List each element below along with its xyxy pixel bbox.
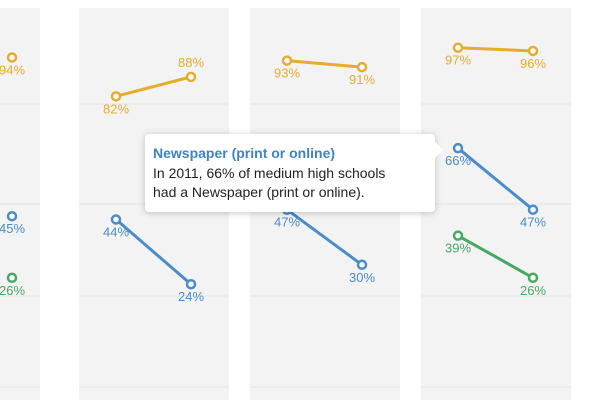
data-label-gold-panel-3-1: 93%: [274, 66, 300, 81]
data-point-gold-panel-2-2: [185, 71, 197, 83]
data-label-green-panel-4-2: 26%: [520, 283, 546, 298]
data-point-gold-panel-1-1: [6, 52, 18, 63]
data-point-gold-panel-3-1: [281, 55, 293, 66]
data-label-blue-panel-3-2: 30%: [349, 270, 375, 285]
data-point-gold-panel-4-1: [452, 42, 464, 53]
series-line-gold-panel-4: [456, 46, 535, 53]
data-label-green-panel-4-1: 39%: [445, 241, 471, 256]
data-point-blue-panel-2-2: [185, 278, 197, 290]
data-point-gold-panel-2-1: [110, 91, 122, 102]
series-line-green-panel-4: [456, 234, 535, 280]
data-point-gold-panel-3-2: [356, 61, 368, 73]
data-point-blue-panel-2-1: [110, 214, 122, 225]
data-label-blue-panel-1-1: 45%: [0, 221, 25, 236]
data-point-green-panel-4-2: [527, 272, 539, 284]
data-label-blue-panel-3-1: 47%: [274, 215, 300, 230]
data-label-gold-panel-4-2: 96%: [520, 56, 546, 71]
series-line-gold-panel-2: [114, 75, 193, 98]
data-point-blue-panel-4-1: [452, 142, 464, 154]
series-line-blue-panel-4: [456, 146, 535, 212]
series-line-gold-panel-3: [285, 59, 364, 69]
series-line-blue-panel-2: [114, 217, 193, 286]
data-point-blue-panel-4-2: [527, 204, 539, 215]
data-label-gold-panel-2-2: 88%: [178, 55, 204, 70]
data-point-green-panel-4-1: [452, 230, 464, 241]
data-label-blue-panel-4-2: 47%: [520, 215, 546, 230]
tooltip-line-2: had a Newspaper (print or online).: [153, 184, 365, 200]
data-label-green-panel-1-1: 26%: [0, 283, 25, 298]
data-label-blue-panel-2-1: 44%: [103, 224, 129, 239]
data-label-blue-panel-2-2: 24%: [178, 289, 204, 304]
data-label-gold-panel-1-1: 94%: [0, 62, 25, 77]
tooltip-line-1: In 2011, 66% of medium high schools: [153, 165, 386, 181]
data-point-gold-panel-4-2: [527, 45, 539, 57]
series-line-blue-panel-3: [285, 208, 364, 267]
data-label-gold-panel-4-1: 97%: [445, 53, 471, 68]
data-point-blue-panel-3-2: [356, 259, 368, 271]
data-label-gold-panel-2-1: 82%: [103, 101, 129, 116]
tooltip-title: Newspaper (print or online): [153, 145, 336, 161]
data-label-blue-panel-4-1: 66%: [445, 153, 471, 168]
tooltip: Newspaper (print or online) In 2011, 66%…: [145, 134, 443, 212]
data-point-blue-panel-1-1: [6, 210, 18, 222]
data-point-green-panel-1-1: [6, 272, 18, 284]
data-label-gold-panel-3-2: 91%: [349, 72, 375, 87]
